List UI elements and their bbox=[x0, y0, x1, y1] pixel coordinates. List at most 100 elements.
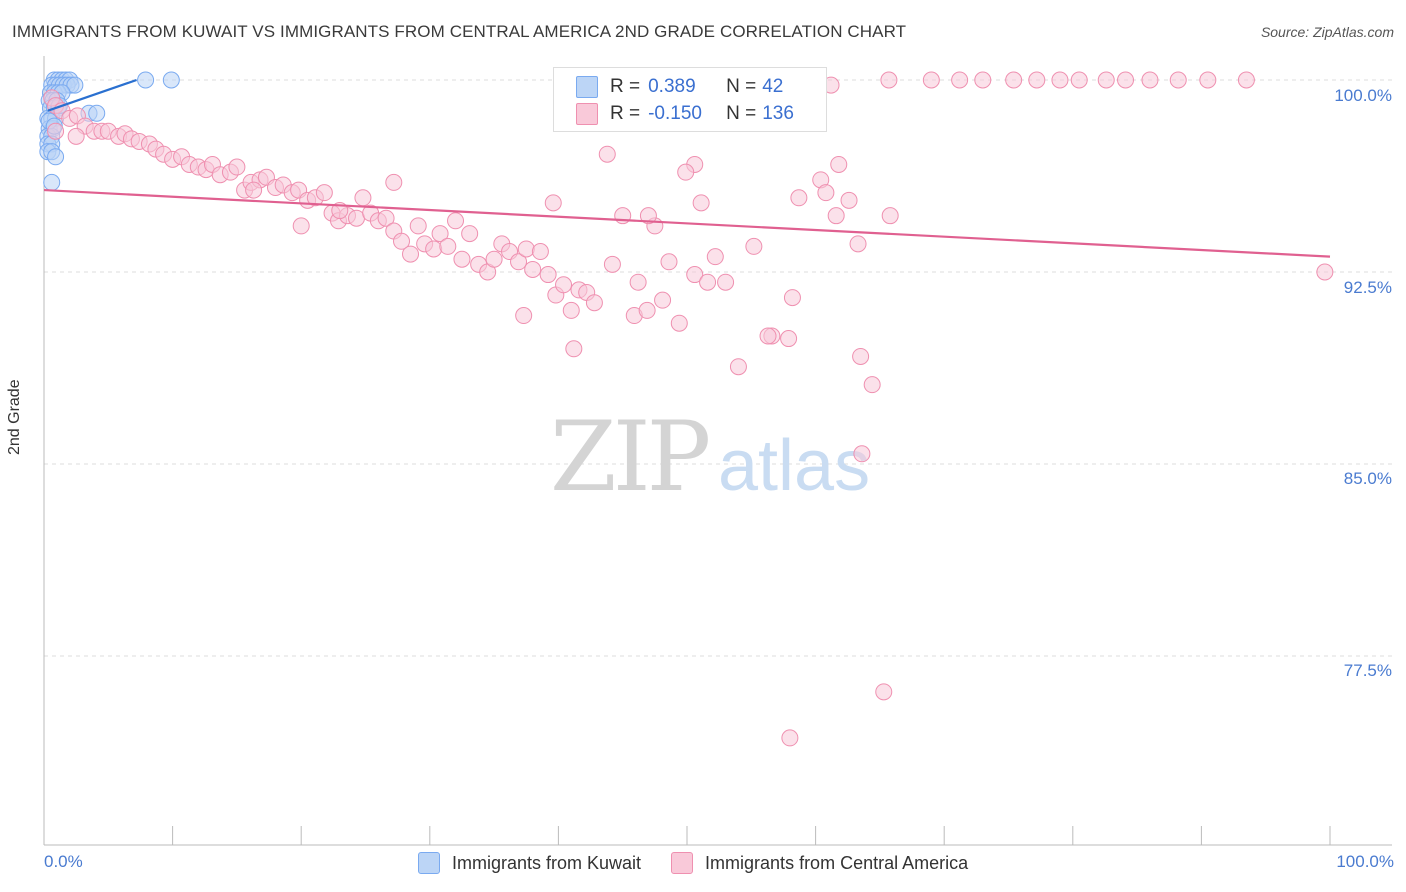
central-america-point bbox=[377, 209, 395, 227]
central-america-point bbox=[402, 245, 420, 263]
central-america-point bbox=[863, 376, 881, 394]
y-tick-label-77-5: 77.5% bbox=[1343, 661, 1392, 680]
series-label-kuwait: Immigrants from Kuwait bbox=[452, 852, 642, 873]
y-tick-label-85: 85.0% bbox=[1343, 469, 1392, 488]
central-america-point bbox=[524, 260, 542, 278]
watermark-atlas: atlas bbox=[718, 426, 870, 506]
kuwait-trend-line bbox=[47, 78, 137, 112]
central-america-point bbox=[638, 301, 656, 319]
central-america-point bbox=[974, 71, 992, 89]
chart-title: IMMIGRANTS FROM KUWAIT VS IMMIGRANTS FRO… bbox=[12, 22, 907, 41]
central-america-point bbox=[654, 291, 672, 309]
central-america-point bbox=[1097, 71, 1115, 89]
central-america-point bbox=[515, 307, 533, 325]
central-america-point bbox=[1169, 71, 1187, 89]
central-america-point bbox=[629, 273, 647, 291]
central-america-point bbox=[827, 207, 845, 225]
central-america-point bbox=[1237, 71, 1255, 89]
legend-r-label: R = bbox=[610, 76, 641, 97]
central-america-point bbox=[439, 237, 457, 255]
correlation-legend: R = 0.389 N = 42 R = -0.150 N = 136 bbox=[553, 67, 827, 132]
series-legend-item-central-america: Immigrants from Central America bbox=[671, 852, 968, 874]
central-america-point bbox=[562, 301, 580, 319]
legend-row-central-america: R = -0.150 N = 136 bbox=[576, 102, 794, 126]
central-america-point bbox=[47, 122, 65, 140]
central-america-point bbox=[660, 253, 678, 271]
central-america-point bbox=[817, 184, 835, 202]
central-america-point bbox=[686, 266, 704, 284]
central-america-point bbox=[706, 248, 724, 266]
legend-row-kuwait: R = 0.389 N = 42 bbox=[576, 75, 783, 99]
kuwait-point bbox=[47, 148, 65, 166]
x-tick-label-right: 100.0% bbox=[1336, 852, 1394, 871]
central-america-point bbox=[510, 253, 528, 271]
x-tick-label-left: 0.0% bbox=[44, 852, 83, 871]
central-america-point bbox=[315, 184, 333, 202]
series-swatch-kuwait bbox=[418, 852, 440, 874]
watermark-zip: ZIP bbox=[550, 401, 709, 513]
central-america-point bbox=[347, 209, 365, 227]
central-america-point bbox=[853, 445, 871, 463]
central-america-point bbox=[461, 225, 479, 243]
central-america-point bbox=[393, 232, 411, 250]
central-america-point bbox=[1005, 71, 1023, 89]
series-legend-item-kuwait: Immigrants from Kuwait bbox=[418, 852, 641, 874]
central-america-point bbox=[485, 250, 503, 268]
central-america-point bbox=[790, 189, 808, 207]
central-america-point bbox=[852, 347, 870, 365]
central-america-point bbox=[1070, 71, 1088, 89]
source-label: Source: ZipAtlas.com bbox=[1260, 24, 1394, 40]
central-america-point bbox=[431, 225, 449, 243]
legend-swatch-kuwait bbox=[576, 76, 598, 98]
central-america-point bbox=[1141, 71, 1159, 89]
kuwait-point bbox=[43, 173, 61, 191]
central-america-point bbox=[453, 250, 471, 268]
central-america-point bbox=[922, 71, 940, 89]
series-legend: Immigrants from Kuwait Immigrants from C… bbox=[418, 852, 998, 874]
central-america-trend-line bbox=[43, 188, 1331, 258]
kuwait-point bbox=[162, 71, 180, 89]
central-america-point bbox=[781, 729, 799, 747]
legend-n-value-kuwait: 42 bbox=[762, 76, 784, 97]
central-america-point bbox=[881, 207, 899, 225]
central-america-point bbox=[539, 266, 557, 284]
central-america-point bbox=[692, 194, 710, 212]
central-america-point bbox=[292, 217, 310, 235]
central-america-point bbox=[1117, 71, 1135, 89]
central-america-point bbox=[354, 189, 372, 207]
central-america-point bbox=[699, 273, 717, 291]
central-america-point bbox=[783, 289, 801, 307]
central-america-point bbox=[1199, 71, 1217, 89]
kuwait-point bbox=[137, 71, 155, 89]
series-label-central-america: Immigrants from Central America bbox=[705, 852, 969, 873]
central-america-point bbox=[603, 255, 621, 273]
legend-n-value-central-america: 136 bbox=[762, 103, 794, 124]
central-america-point bbox=[565, 340, 583, 358]
central-america-point bbox=[598, 145, 616, 163]
central-america-point bbox=[385, 173, 403, 191]
central-america-point bbox=[780, 330, 798, 348]
kuwait-point bbox=[88, 104, 106, 122]
legend-n-label: N = bbox=[726, 76, 757, 97]
central-america-point bbox=[409, 217, 427, 235]
central-america-point bbox=[531, 243, 549, 261]
central-america-point bbox=[555, 276, 573, 294]
central-america-point bbox=[585, 294, 603, 312]
central-america-point bbox=[245, 181, 263, 199]
central-america-point bbox=[759, 327, 777, 345]
central-america-point bbox=[425, 240, 443, 258]
central-america-point bbox=[670, 314, 688, 332]
legend-r-label: R = bbox=[610, 103, 641, 124]
central-america-point bbox=[1028, 71, 1046, 89]
central-america-point bbox=[951, 71, 969, 89]
y-tick-label-100: 100.0% bbox=[1334, 86, 1392, 105]
central-america-point bbox=[447, 212, 465, 230]
central-america-point bbox=[677, 163, 695, 181]
y-tick-label-92-5: 92.5% bbox=[1343, 278, 1392, 297]
central-america-point bbox=[875, 683, 893, 701]
legend-swatch-central-america bbox=[576, 103, 598, 125]
central-america-point bbox=[639, 207, 657, 225]
central-america-point bbox=[67, 127, 85, 145]
central-america-point bbox=[880, 71, 898, 89]
